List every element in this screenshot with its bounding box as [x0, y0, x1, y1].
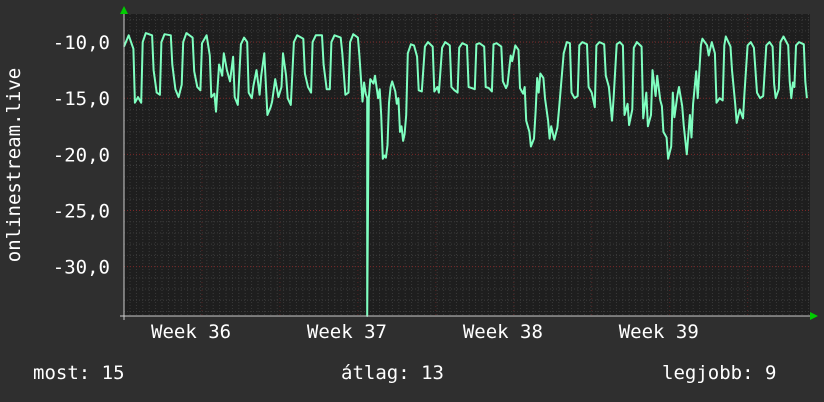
- y-axis-ticks: -10,0 -15,0 -20,0 -25,0 -30,0: [53, 32, 110, 279]
- y-axis-arrow-icon: [120, 6, 128, 14]
- x-tick-label: Week 39: [619, 321, 699, 343]
- y-tick-label: -25,0: [53, 200, 110, 222]
- x-tick-label: Week 36: [151, 321, 231, 343]
- x-tick-label: Week 37: [307, 321, 387, 343]
- minor-grid: [124, 14, 810, 316]
- y-axis-title: onlinestream.live: [3, 68, 25, 262]
- stat-current: most: 15: [33, 362, 125, 384]
- stat-average: átlag: 13: [341, 362, 444, 384]
- stat-best: legjobb: 9: [662, 362, 777, 384]
- x-axis-arrow-icon: [810, 312, 818, 320]
- y-tick-label: -20,0: [53, 144, 110, 166]
- y-tick-label: -10,0: [53, 32, 110, 54]
- y-tick-label: -30,0: [53, 257, 110, 279]
- x-axis-ticks: Week 36 Week 37 Week 38 Week 39: [151, 321, 699, 343]
- y-tick-label: -15,0: [53, 88, 110, 110]
- x-tick-label: Week 38: [463, 321, 543, 343]
- series-line: [123, 32, 808, 317]
